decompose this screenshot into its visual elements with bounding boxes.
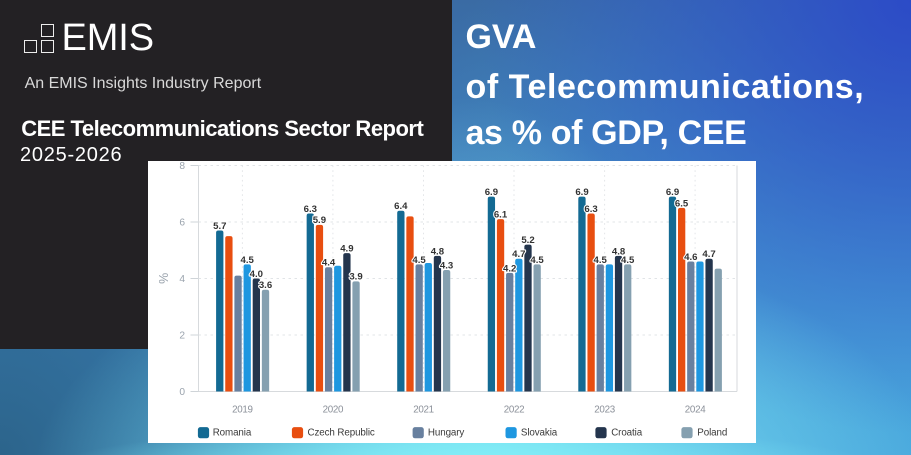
svg-text:4.7: 4.7 xyxy=(702,249,715,260)
svg-text:6.3: 6.3 xyxy=(304,203,317,214)
svg-text:4.8: 4.8 xyxy=(612,246,626,257)
svg-text:6.9: 6.9 xyxy=(485,187,498,198)
svg-text:4.6: 4.6 xyxy=(684,251,697,262)
svg-text:5.9: 5.9 xyxy=(313,215,326,226)
svg-text:5.2: 5.2 xyxy=(521,235,534,246)
svg-text:Czech Republic: Czech Republic xyxy=(308,427,375,438)
svg-text:2019: 2019 xyxy=(232,404,253,415)
svg-text:%: % xyxy=(157,272,171,283)
svg-text:6.9: 6.9 xyxy=(575,187,588,198)
svg-text:6.4: 6.4 xyxy=(394,201,408,212)
svg-text:Poland: Poland xyxy=(697,427,727,438)
svg-text:Slovakia: Slovakia xyxy=(521,427,558,438)
svg-text:4.4: 4.4 xyxy=(322,257,336,268)
svg-text:Romania: Romania xyxy=(213,427,252,438)
svg-text:6.1: 6.1 xyxy=(494,209,508,220)
svg-text:4.5: 4.5 xyxy=(621,254,635,265)
svg-text:6.5: 6.5 xyxy=(675,198,689,209)
svg-text:4.7: 4.7 xyxy=(512,249,525,260)
svg-text:4.5: 4.5 xyxy=(530,254,544,265)
svg-text:4.5: 4.5 xyxy=(594,254,608,265)
svg-text:8: 8 xyxy=(179,161,185,172)
svg-text:6: 6 xyxy=(179,217,185,228)
svg-text:6.3: 6.3 xyxy=(584,203,597,214)
svg-text:4.8: 4.8 xyxy=(431,246,445,257)
svg-text:2021: 2021 xyxy=(413,404,434,415)
svg-text:4.5: 4.5 xyxy=(241,254,255,265)
svg-text:2020: 2020 xyxy=(323,404,344,415)
svg-text:2022: 2022 xyxy=(504,404,525,415)
svg-text:6.9: 6.9 xyxy=(666,187,679,198)
svg-text:4.0: 4.0 xyxy=(250,268,263,279)
svg-text:5.7: 5.7 xyxy=(213,220,226,231)
svg-text:3.6: 3.6 xyxy=(259,280,272,291)
svg-text:4.5: 4.5 xyxy=(412,254,426,265)
svg-text:3.9: 3.9 xyxy=(349,271,362,282)
svg-text:Croatia: Croatia xyxy=(611,427,643,438)
svg-text:2: 2 xyxy=(179,330,185,341)
svg-text:4.9: 4.9 xyxy=(340,243,353,254)
svg-text:4.2: 4.2 xyxy=(503,263,516,274)
svg-text:4.3: 4.3 xyxy=(440,260,453,271)
svg-text:2023: 2023 xyxy=(594,404,615,415)
svg-text:0: 0 xyxy=(179,387,185,398)
svg-text:Hungary: Hungary xyxy=(428,427,465,438)
svg-text:2024: 2024 xyxy=(685,404,706,415)
svg-text:4: 4 xyxy=(179,274,185,285)
